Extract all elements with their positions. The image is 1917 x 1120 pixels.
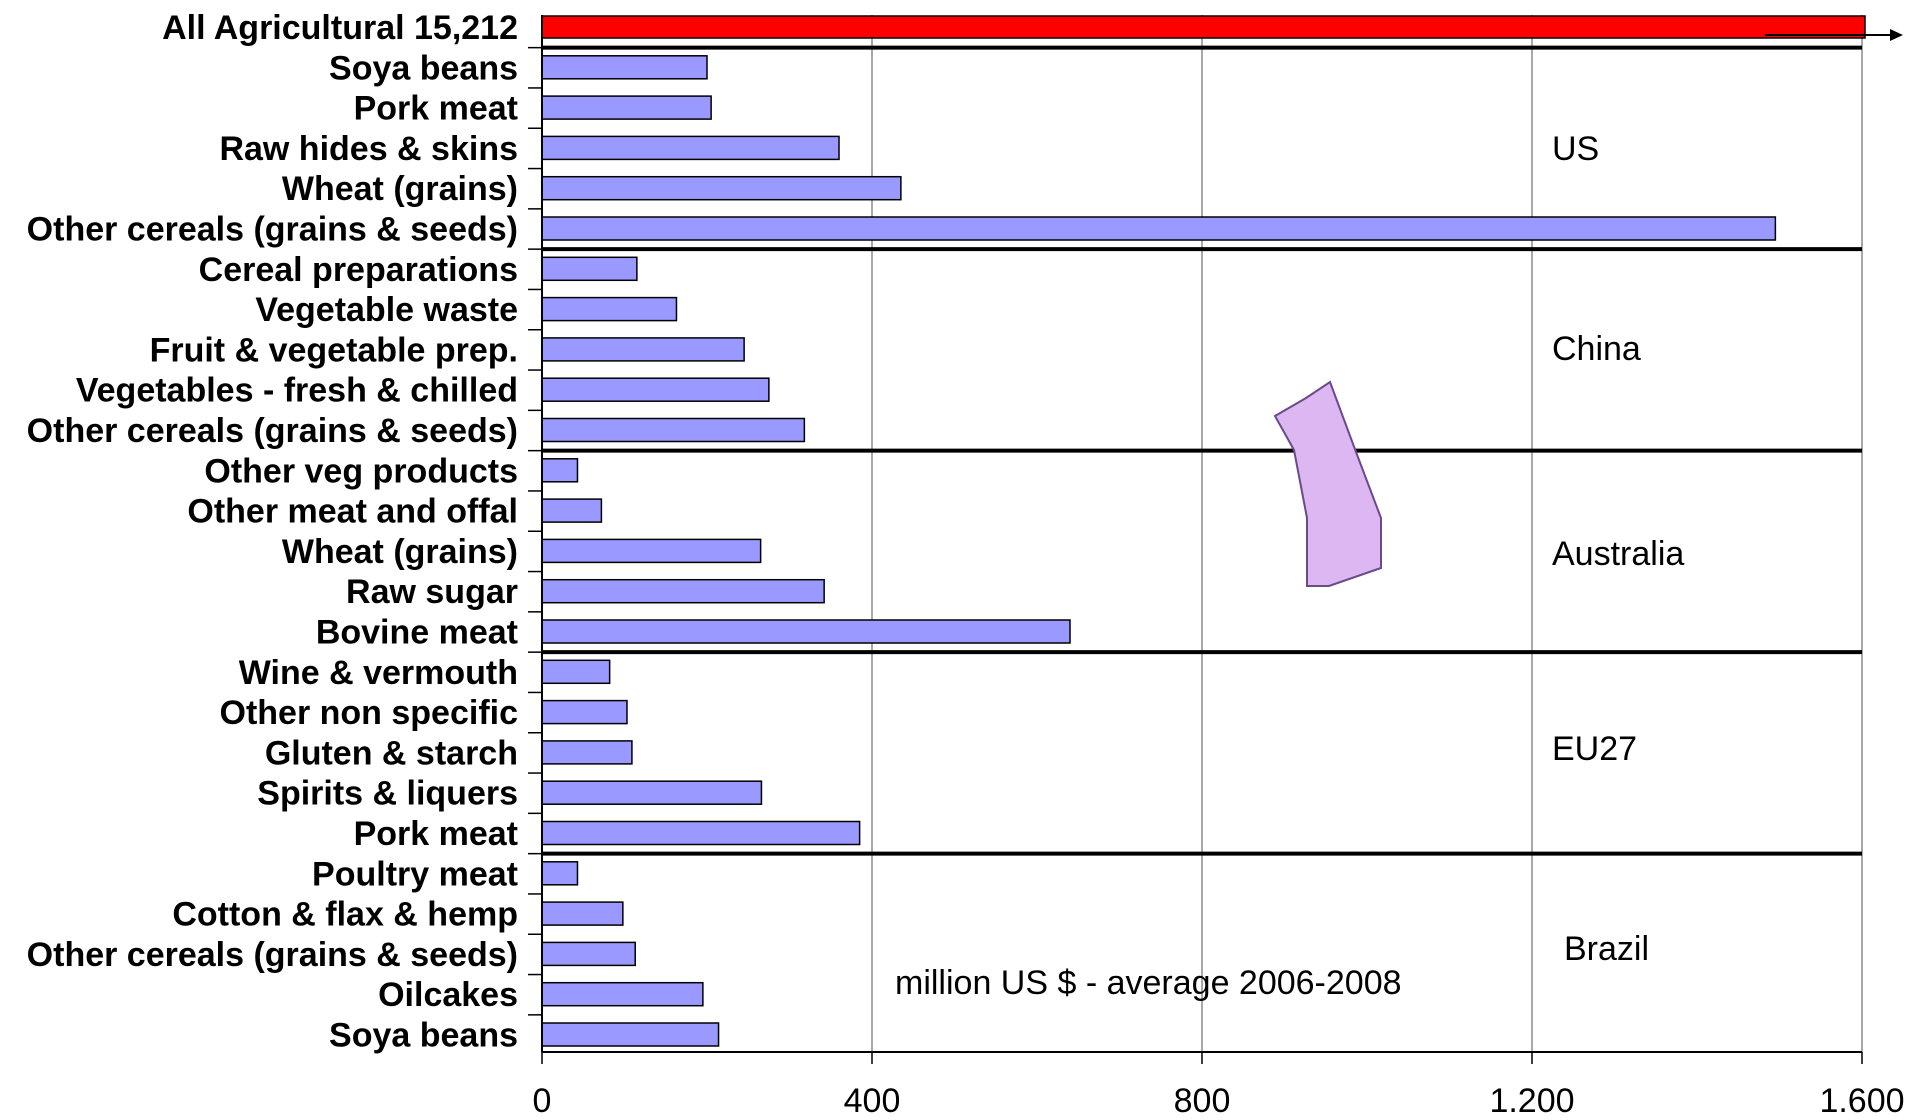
bar bbox=[541, 820, 861, 846]
bar bbox=[541, 256, 638, 282]
bar bbox=[541, 296, 678, 322]
category-label: Soya beans bbox=[329, 1017, 518, 1055]
bar bbox=[541, 377, 770, 402]
bar bbox=[541, 337, 745, 362]
x-tick-label: 1.600 bbox=[1819, 1082, 1904, 1120]
bar bbox=[541, 740, 633, 765]
group-label: Brazil bbox=[1564, 930, 1649, 968]
category-label: Wheat (grains) bbox=[282, 170, 518, 208]
bar bbox=[541, 538, 762, 564]
group-label: Australia bbox=[1552, 535, 1684, 573]
x-tick-label: 800 bbox=[1174, 1082, 1231, 1120]
category-label: Other cereals (grains & seeds) bbox=[27, 412, 518, 450]
bar bbox=[541, 861, 579, 886]
bar bbox=[541, 1022, 720, 1047]
overflow-arrow-head bbox=[1890, 29, 1903, 41]
category-label: Raw hides & skins bbox=[219, 130, 518, 168]
total-bar bbox=[541, 15, 1866, 39]
grid-lines bbox=[871, 15, 1863, 1052]
category-label: Fruit & vegetable prep. bbox=[150, 331, 518, 369]
bar bbox=[541, 699, 628, 725]
x-tick-label: 1.200 bbox=[1489, 1082, 1574, 1120]
category-label: Wine & vermouth bbox=[239, 654, 518, 692]
bar bbox=[541, 981, 704, 1007]
category-label: Pork meat bbox=[354, 815, 518, 853]
bar bbox=[541, 95, 712, 120]
category-label: Other veg products bbox=[204, 452, 518, 490]
category-label: Pork meat bbox=[354, 90, 518, 128]
category-label: Vegetable waste bbox=[255, 291, 518, 329]
bar bbox=[541, 175, 902, 201]
bar bbox=[541, 135, 840, 161]
category-label: Other cereals (grains & seeds) bbox=[27, 211, 518, 249]
category-label: Oilcakes bbox=[378, 976, 518, 1014]
category-label: Bovine meat bbox=[316, 614, 518, 652]
bar bbox=[541, 619, 1071, 644]
x-tick-label: 400 bbox=[844, 1082, 901, 1120]
bar bbox=[541, 216, 1777, 241]
category-label: Cereal preparations bbox=[199, 251, 518, 289]
group-label: US bbox=[1552, 130, 1599, 168]
bar bbox=[541, 780, 763, 805]
axes bbox=[528, 15, 1903, 1064]
bar bbox=[541, 498, 603, 523]
x-tick-label: 0 bbox=[533, 1082, 552, 1120]
category-label: Other cereals (grains & seeds) bbox=[27, 936, 518, 974]
category-label: Soya beans bbox=[329, 49, 518, 87]
category-label: Cotton & flax & hemp bbox=[172, 896, 518, 934]
tick-labels: 0 400 800 1.200 1.600 bbox=[533, 1082, 1905, 1120]
category-label: Vegetables - fresh & chilled bbox=[76, 372, 518, 410]
bar bbox=[541, 901, 624, 926]
group-label: EU27 bbox=[1552, 730, 1637, 768]
category-label: Raw sugar bbox=[346, 573, 518, 611]
bar bbox=[541, 941, 636, 967]
category-label: Gluten & starch bbox=[265, 734, 518, 772]
puzzle-piece-icon bbox=[1273, 380, 1382, 587]
bar bbox=[541, 458, 579, 483]
bar bbox=[541, 659, 611, 685]
category-label: Poultry meat bbox=[312, 855, 518, 893]
total-label: All Agricultural 15,212 bbox=[162, 9, 518, 47]
bar bbox=[541, 55, 708, 80]
bars bbox=[541, 15, 1866, 1047]
category-label: Other meat and offal bbox=[187, 493, 518, 531]
units-annotation: million US $ - average 2006-2008 bbox=[895, 964, 1402, 1002]
bar bbox=[541, 417, 806, 443]
bar bbox=[541, 578, 825, 604]
category-label: Other non specific bbox=[220, 694, 519, 732]
group-labels: US China Australia EU27 Brazil bbox=[1552, 130, 1684, 968]
group-label: China bbox=[1552, 330, 1641, 368]
category-label: Wheat (grains) bbox=[282, 533, 518, 571]
category-label: Spirits & liquers bbox=[257, 775, 518, 813]
